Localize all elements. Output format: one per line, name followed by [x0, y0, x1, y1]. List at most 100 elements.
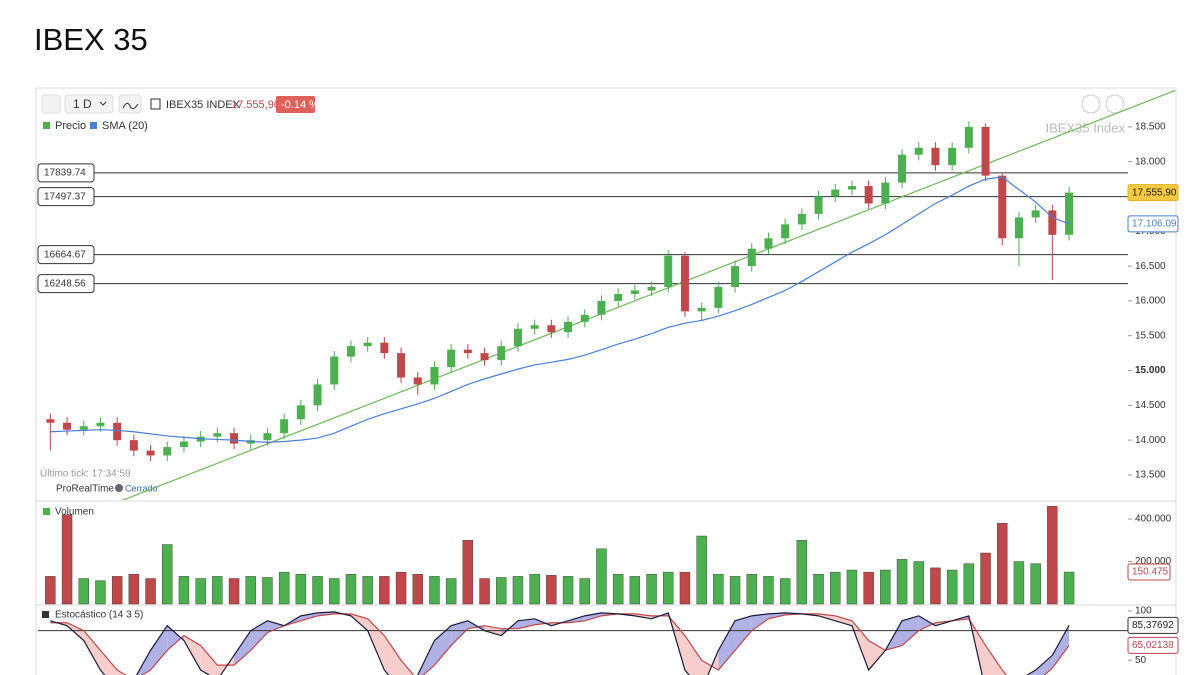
candle-body	[146, 450, 155, 456]
volume-bar	[663, 571, 674, 605]
candle-body	[380, 342, 389, 354]
candle-body	[781, 224, 790, 239]
sma-line	[50, 176, 1070, 443]
y-tick-label: 50	[1135, 655, 1147, 666]
toolbar-button[interactable]	[41, 94, 61, 114]
candle-body	[1048, 210, 1057, 235]
info-icon	[150, 98, 161, 110]
legend-swatch	[90, 122, 97, 129]
candle-body	[513, 328, 522, 347]
status-icon	[115, 484, 123, 492]
volume-bar	[195, 578, 206, 605]
candle-body	[914, 147, 923, 155]
volume-bar	[612, 574, 624, 605]
change: -0.14 %	[281, 99, 319, 111]
k-last-label-box	[1127, 616, 1179, 634]
volume-bar	[1063, 571, 1075, 605]
volume-bar	[512, 576, 524, 605]
volume-bar	[245, 576, 256, 605]
stochastic-fill	[234, 630, 251, 666]
indicator-button[interactable]	[118, 94, 142, 114]
candle-body	[864, 186, 873, 204]
volume-bar	[262, 577, 273, 605]
status: Cerrado	[125, 483, 158, 493]
volume-bar	[379, 576, 390, 605]
volume-bar	[863, 571, 874, 605]
y-tick-label: 400.000	[1135, 514, 1172, 525]
candle-body	[430, 367, 439, 385]
volume-bar	[162, 544, 173, 605]
candle-body	[480, 353, 489, 361]
level-label-box	[37, 274, 95, 294]
stochastic-fill	[451, 620, 468, 646]
volume-bar	[111, 576, 123, 605]
candle-body	[179, 441, 188, 448]
stochastic-fill	[384, 635, 402, 675]
level-label: 16248.56	[44, 278, 86, 289]
y-tick-label: 15.500	[1135, 330, 1166, 341]
volume-bar	[529, 574, 540, 605]
candle-body	[96, 422, 105, 427]
candle-body	[564, 321, 573, 333]
candle-body	[397, 353, 406, 378]
candle-body	[764, 238, 773, 249]
last-price-label: 17.555,90	[1132, 187, 1177, 198]
legend-label: SMA (20)	[102, 120, 148, 132]
d-last-label: 65,02138	[1132, 640, 1174, 651]
candle-body	[230, 433, 239, 444]
stochastic-fill	[401, 660, 418, 675]
y-tick-label: 200.000	[1135, 556, 1172, 567]
volume-bar	[462, 540, 474, 605]
volume-bar	[1013, 561, 1025, 605]
d-last-label-box	[1127, 636, 1179, 654]
change-badge	[276, 96, 315, 113]
volume-bar	[45, 576, 56, 605]
stochastic-line	[50, 611, 1070, 675]
stochastic-fill	[150, 625, 168, 671]
candle-body	[647, 286, 656, 291]
stochastic-fill	[200, 645, 218, 675]
volume-bar	[345, 574, 357, 605]
window-button[interactable]	[1105, 94, 1125, 114]
candle-body	[747, 248, 756, 267]
y-tick-label: 100	[1135, 606, 1152, 617]
volume-bar	[1047, 506, 1058, 605]
panel-title: Volumen	[55, 507, 94, 518]
candle-body	[497, 346, 506, 361]
stochastic-fill	[167, 625, 184, 651]
stochastic-fill	[584, 612, 602, 621]
volume-bar	[646, 574, 657, 605]
candle-body	[714, 286, 723, 308]
interval-button[interactable]	[64, 94, 114, 114]
sma-last-label: 17.106,09	[1132, 219, 1177, 230]
candle-body	[630, 290, 639, 294]
volume-bar	[445, 578, 457, 605]
candle-body	[530, 325, 539, 329]
volume-bar	[1030, 563, 1041, 605]
stochastic-fill	[183, 635, 201, 671]
interval: 1 D	[73, 97, 92, 111]
candle-body	[680, 255, 689, 312]
volume-bar	[913, 561, 924, 605]
stochastic-fill	[217, 655, 235, 675]
candle-body	[63, 422, 72, 430]
candle-body	[413, 377, 422, 385]
level-label: 17839.74	[44, 167, 86, 178]
stochastic-fill	[735, 615, 752, 651]
stochastic-fill	[517, 618, 535, 629]
stochastic-fill	[434, 625, 452, 666]
settings-button[interactable]	[1081, 94, 1101, 114]
volume-bar	[362, 576, 373, 605]
candle-body	[580, 314, 589, 322]
volume-last-label: 150.475	[1132, 567, 1169, 578]
volume-bar	[946, 569, 958, 605]
dropdown-icon	[99, 101, 107, 106]
volume-bar	[395, 571, 407, 605]
volume-bar	[562, 576, 574, 605]
candle-body	[814, 196, 823, 214]
volume-bar	[128, 574, 140, 605]
page-title: IBEX 35	[34, 22, 148, 57]
stochastic-fill	[1027, 670, 1036, 675]
price: 17.555,90	[231, 99, 280, 111]
